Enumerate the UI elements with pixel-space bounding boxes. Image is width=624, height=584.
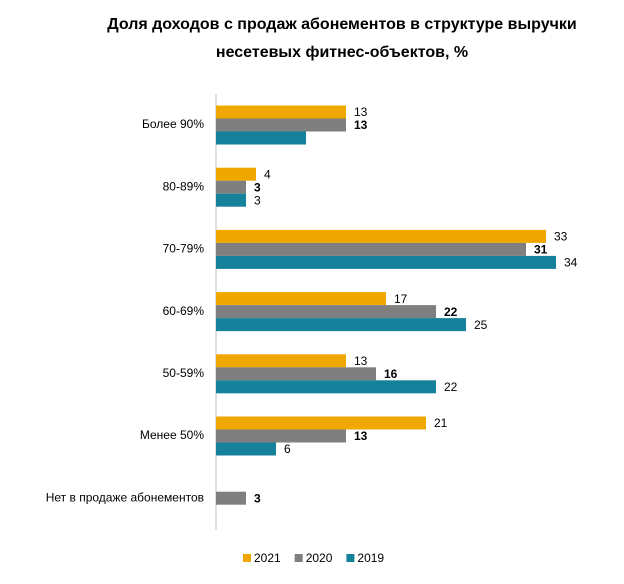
data-label: 31 <box>534 243 548 257</box>
bar <box>216 229 546 243</box>
data-label: 13 <box>354 105 368 119</box>
bar <box>216 416 426 430</box>
legend-label: 2021 <box>254 551 281 565</box>
data-label: 13 <box>354 354 368 368</box>
legend-label: 2020 <box>306 551 333 565</box>
bar <box>216 131 306 145</box>
bar <box>216 180 246 194</box>
y-tick-label: Менее 50% <box>140 428 204 442</box>
y-tick-label: 70-79% <box>163 242 205 256</box>
data-label: 21 <box>434 416 448 430</box>
data-label: 13 <box>354 118 368 132</box>
bar <box>216 242 526 256</box>
bar <box>216 491 246 505</box>
data-label: 6 <box>284 442 291 456</box>
bar <box>216 118 346 132</box>
bar <box>216 429 346 443</box>
bar <box>216 292 386 306</box>
y-tick-label: Более 90% <box>142 117 204 131</box>
chart-title: несетевых фитнес-объектов, % <box>216 44 468 61</box>
legend-label: 2019 <box>357 551 384 565</box>
data-label: 22 <box>444 380 458 394</box>
bar <box>216 193 246 207</box>
y-tick-label: 80-89% <box>163 179 205 193</box>
data-label: 13 <box>354 429 368 443</box>
data-label: 3 <box>254 180 261 194</box>
bar <box>216 354 346 368</box>
data-label: 33 <box>554 230 568 244</box>
data-label: 3 <box>254 491 261 505</box>
bar <box>216 105 346 119</box>
data-label: 34 <box>564 256 578 270</box>
data-label: 17 <box>394 292 408 306</box>
legend-swatch <box>346 554 355 562</box>
data-label: 4 <box>264 167 271 181</box>
y-tick-label: Нет в продаже абонементов <box>46 490 204 504</box>
bar <box>216 318 466 332</box>
y-tick-label: 50-59% <box>163 366 205 380</box>
y-tick-label: 60-69% <box>163 304 205 318</box>
bar <box>216 167 256 181</box>
bar <box>216 367 376 381</box>
bar <box>216 442 276 456</box>
chart-title: Доля доходов с продаж абонементов в стру… <box>107 16 577 33</box>
legend-swatch <box>243 554 251 562</box>
data-label: 22 <box>444 305 458 319</box>
data-label: 25 <box>474 318 488 332</box>
data-label: 3 <box>254 193 261 207</box>
legend-swatch <box>294 554 303 562</box>
bar <box>216 255 556 269</box>
bar <box>216 305 436 319</box>
bar <box>216 380 436 394</box>
data-label: 16 <box>384 367 398 381</box>
